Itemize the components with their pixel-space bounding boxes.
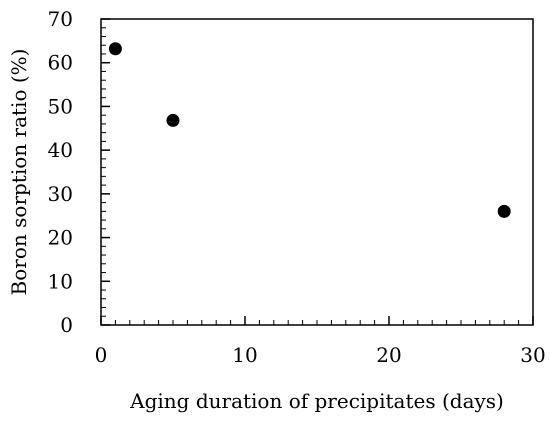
tick-labels: 0 10 20 30 0 10 20 30 40 50 60 70 <box>48 7 546 367</box>
data-points <box>108 42 511 218</box>
y-tick-label: 70 <box>48 7 73 31</box>
data-point <box>497 204 511 218</box>
major-ticks <box>100 18 534 326</box>
y-tick-label: 20 <box>48 226 73 250</box>
y-tick-label: 60 <box>48 51 73 75</box>
data-point <box>166 113 180 127</box>
plot-area <box>100 18 534 326</box>
x-tick-label: 0 <box>95 343 108 367</box>
x-tick-label: 20 <box>376 343 401 367</box>
minor-ticks <box>100 18 534 326</box>
y-tick-label: 10 <box>48 269 73 293</box>
y-tick-label: 30 <box>48 182 73 206</box>
y-axis-title: Boron sorption ratio (%) <box>7 49 31 296</box>
y-tick-label: 0 <box>60 313 73 337</box>
data-point <box>108 42 122 56</box>
y-tick-label: 50 <box>48 94 73 118</box>
y-tick-label: 40 <box>48 138 73 162</box>
x-axis-title: Aging duration of precipitates (days) <box>129 389 504 413</box>
x-tick-label: 30 <box>520 343 545 367</box>
x-tick-label: 10 <box>232 343 257 367</box>
